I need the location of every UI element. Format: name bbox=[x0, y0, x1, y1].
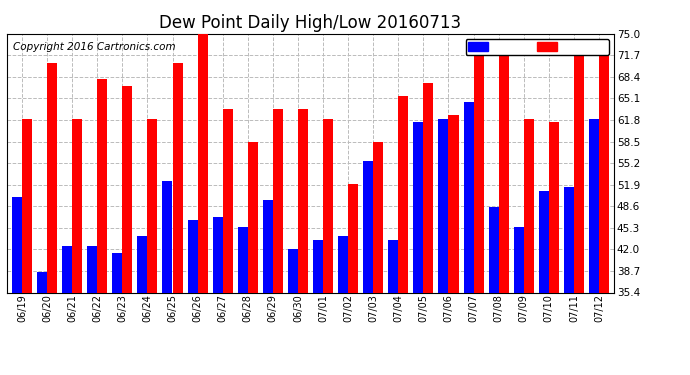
Bar bbox=[464, 102, 473, 292]
Bar bbox=[298, 109, 308, 292]
Bar bbox=[338, 236, 348, 292]
Bar bbox=[363, 161, 373, 292]
Bar bbox=[448, 116, 459, 292]
Bar bbox=[112, 253, 122, 292]
Bar bbox=[238, 226, 248, 292]
Bar bbox=[424, 83, 433, 292]
Title: Dew Point Daily High/Low 20160713: Dew Point Daily High/Low 20160713 bbox=[159, 14, 462, 32]
Bar bbox=[574, 53, 584, 292]
Bar bbox=[288, 249, 298, 292]
Bar bbox=[388, 240, 398, 292]
Bar bbox=[348, 184, 358, 292]
Bar bbox=[137, 236, 148, 292]
Bar bbox=[172, 63, 183, 292]
Bar bbox=[564, 187, 574, 292]
Bar bbox=[539, 190, 549, 292]
Bar bbox=[188, 220, 197, 292]
Bar bbox=[489, 207, 499, 292]
Bar bbox=[373, 142, 383, 292]
Bar bbox=[499, 50, 509, 292]
Bar bbox=[313, 240, 323, 292]
Bar bbox=[413, 122, 424, 292]
Bar bbox=[323, 119, 333, 292]
Bar bbox=[549, 122, 559, 292]
Bar bbox=[62, 246, 72, 292]
Bar bbox=[589, 119, 599, 292]
Bar bbox=[148, 119, 157, 292]
Bar bbox=[263, 200, 273, 292]
Bar bbox=[213, 217, 223, 292]
Bar bbox=[47, 63, 57, 292]
Bar bbox=[223, 109, 233, 292]
Bar bbox=[514, 226, 524, 292]
Bar bbox=[122, 86, 132, 292]
Bar bbox=[37, 272, 47, 292]
Bar bbox=[72, 119, 82, 292]
Bar bbox=[473, 47, 484, 292]
Bar bbox=[524, 119, 534, 292]
Bar bbox=[87, 246, 97, 292]
Bar bbox=[273, 109, 283, 292]
Bar bbox=[599, 44, 609, 292]
Text: Copyright 2016 Cartronics.com: Copyright 2016 Cartronics.com bbox=[13, 42, 175, 51]
Bar bbox=[22, 119, 32, 292]
Legend: Low  (°F), High  (°F): Low (°F), High (°F) bbox=[466, 39, 609, 55]
Bar bbox=[162, 181, 172, 292]
Bar bbox=[197, 30, 208, 292]
Bar bbox=[438, 119, 449, 292]
Bar bbox=[12, 197, 22, 292]
Bar bbox=[398, 96, 408, 292]
Bar bbox=[97, 80, 107, 292]
Bar bbox=[248, 142, 258, 292]
